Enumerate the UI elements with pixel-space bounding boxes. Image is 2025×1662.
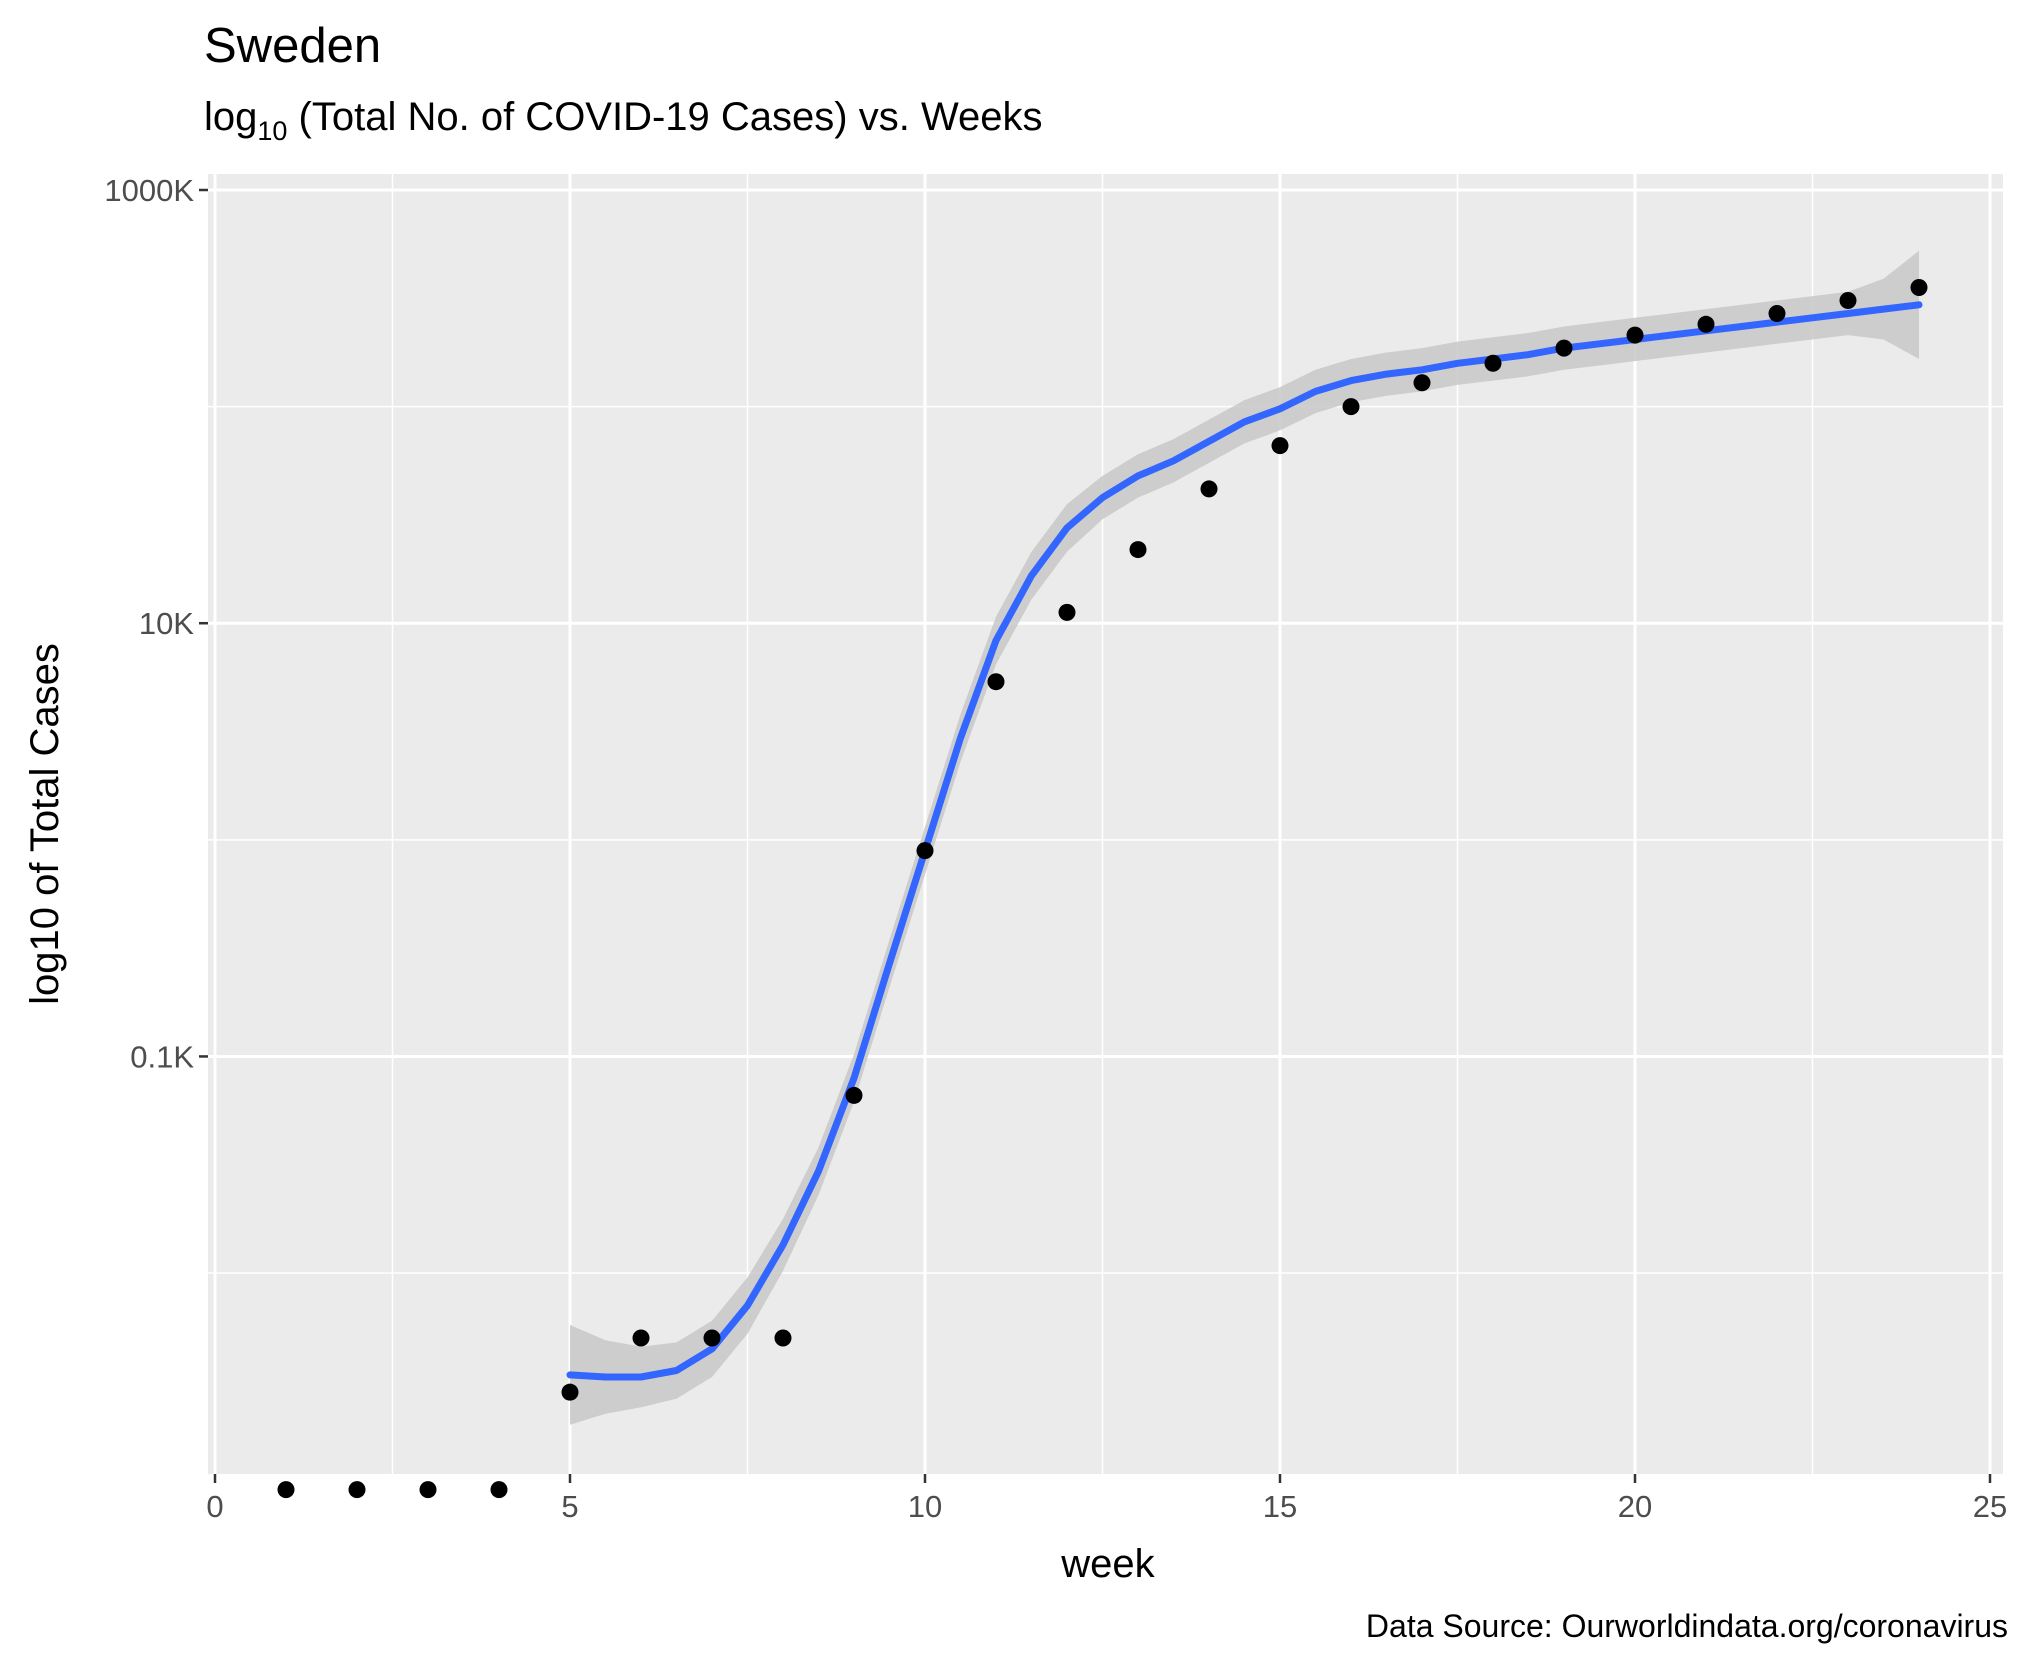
y-tick-label: 10K	[139, 606, 194, 641]
data-point	[490, 1481, 508, 1499]
data-point	[1129, 541, 1147, 559]
data-point	[845, 1086, 863, 1104]
chart-subtitle: log10 (Total No. of COVID-19 Cases) vs. …	[204, 95, 1042, 146]
data-point	[1626, 326, 1644, 344]
data-point	[1910, 278, 1928, 296]
x-axis: 0 5 10 15 20 25	[206, 1474, 2007, 1524]
x-tick-label: 20	[1618, 1489, 1652, 1524]
data-point	[916, 842, 934, 860]
chart-title: Sweden	[204, 19, 381, 73]
data-point	[277, 1481, 295, 1499]
x-tick-label: 10	[908, 1489, 942, 1524]
data-point	[987, 673, 1005, 691]
data-point	[1058, 603, 1076, 621]
data-point	[1413, 374, 1431, 392]
data-point	[1200, 480, 1218, 498]
data-points	[277, 278, 1928, 1499]
data-point	[1839, 291, 1857, 309]
x-tick-label: 0	[206, 1489, 223, 1524]
smooth-fit-line	[566, 301, 1923, 1381]
y-axis: 0.1K 10K 1000K	[104, 173, 208, 1074]
y-tick-label: 0.1K	[130, 1039, 194, 1074]
data-point	[1342, 398, 1360, 416]
data-point	[419, 1481, 437, 1499]
plot-panel	[208, 174, 2003, 1474]
data-point	[561, 1383, 579, 1401]
data-point	[774, 1329, 792, 1347]
x-tick-label: 5	[561, 1489, 578, 1524]
y-tick-label: 1000K	[104, 173, 194, 208]
data-point	[703, 1329, 721, 1347]
data-point	[1271, 437, 1289, 455]
data-source-caption: Data Source: Ourworldindata.org/coronavi…	[1366, 1608, 2008, 1644]
data-point	[348, 1481, 366, 1499]
x-axis-title: week	[1060, 1542, 1155, 1586]
data-point	[1697, 315, 1715, 333]
data-point	[1768, 304, 1786, 322]
x-tick-label: 25	[1973, 1489, 2007, 1524]
data-point	[632, 1329, 650, 1347]
data-point	[1555, 339, 1573, 357]
data-point	[1484, 354, 1502, 372]
y-axis-title: log10 of Total Cases	[23, 643, 67, 1005]
x-tick-label: 15	[1263, 1489, 1297, 1524]
